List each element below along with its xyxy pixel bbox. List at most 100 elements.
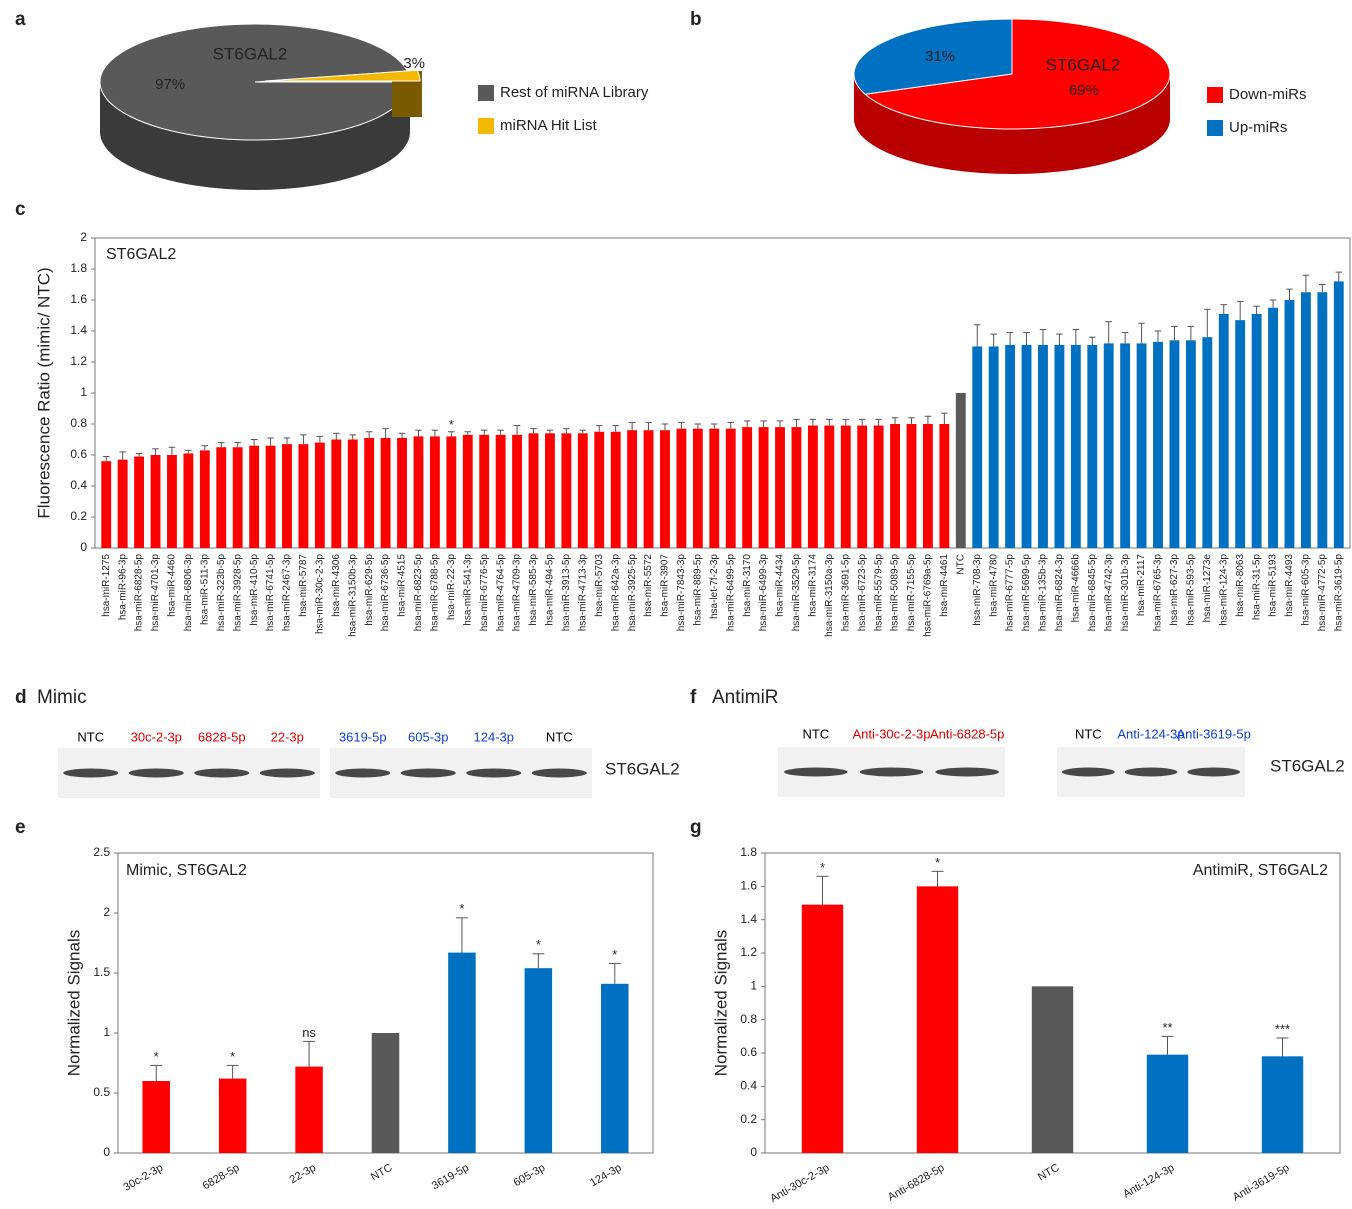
bar xyxy=(298,444,308,548)
bar xyxy=(233,447,243,548)
blot-band xyxy=(466,769,521,778)
x-tick-label: hsa-miR-642a-3p xyxy=(610,554,621,632)
bar xyxy=(956,393,966,548)
x-tick-label: hsa-miR-5089-5p xyxy=(890,554,901,632)
chart-title: AntimiR, ST6GAL2 xyxy=(1193,862,1328,879)
panel-title: Mimic xyxy=(37,687,87,708)
bar xyxy=(726,429,736,548)
bar xyxy=(118,460,128,548)
x-tick-label: hsa-miR-3150a-3p xyxy=(824,554,835,637)
x-tick-label: hsa-miR-541-3p xyxy=(462,554,473,626)
x-tick-label: hsa-miR-3174 xyxy=(808,554,819,617)
x-tick-label: hsa-miR-627-3p xyxy=(1169,554,1180,626)
x-tick-label: hsa-miR-4515 xyxy=(397,554,408,617)
blot-band xyxy=(532,769,587,778)
bar xyxy=(824,426,834,548)
significance-label: * xyxy=(459,901,464,916)
pie-slice xyxy=(100,24,410,140)
y-axis-label: Fluorescence Ratio (mimic/ NTC) xyxy=(34,267,53,518)
x-tick-label: hsa-miR-1273e xyxy=(1202,554,1213,623)
bar xyxy=(219,1079,247,1153)
bar xyxy=(183,453,193,548)
protein-label: ST6GAL2 xyxy=(1270,756,1345,775)
x-tick-label: hsa-miR-5579-5p xyxy=(873,554,884,632)
bar xyxy=(151,455,161,548)
x-tick-label: hsa-miR-4772-5p xyxy=(1317,554,1328,632)
y-tick-label: 0.5 xyxy=(93,1085,110,1099)
bar xyxy=(295,1067,323,1153)
x-tick-label: hsa-miR-323b-5p xyxy=(216,554,227,632)
bar xyxy=(1104,343,1114,548)
significance-label: * xyxy=(935,855,940,870)
bar xyxy=(525,968,553,1153)
y-tick-label: 0.2 xyxy=(70,509,87,523)
bar xyxy=(972,347,982,549)
bar xyxy=(1202,337,1212,548)
bar xyxy=(676,429,686,548)
bar xyxy=(1137,343,1147,548)
x-tick-label: NTC xyxy=(369,1162,395,1184)
bar xyxy=(381,438,391,548)
x-tick-label: hsa-miR-3907 xyxy=(660,554,671,617)
y-tick-label: 1 xyxy=(80,385,87,399)
bar xyxy=(709,429,719,548)
bar xyxy=(561,433,571,548)
bar xyxy=(907,424,917,548)
bar xyxy=(939,424,949,548)
pie-value-label: 31% xyxy=(925,48,955,65)
legend-swatch xyxy=(1207,87,1223,103)
bar xyxy=(1262,1056,1303,1153)
bar xyxy=(282,444,292,548)
y-tick-label: 1.5 xyxy=(93,965,110,979)
bar xyxy=(1005,345,1015,548)
y-tick-label: 0 xyxy=(750,1145,757,1159)
pie-value-label: 3% xyxy=(403,55,425,72)
x-tick-label: hsa-miR-6824-3p xyxy=(1054,554,1065,632)
panel-letter: e xyxy=(15,817,26,838)
significance-label: * xyxy=(820,860,825,875)
bar xyxy=(479,435,489,548)
bar xyxy=(1120,343,1130,548)
blot-band xyxy=(194,769,249,778)
y-axis-label: Normalized Signals xyxy=(64,930,83,1076)
lane-label: 30c-2-3p xyxy=(131,729,182,744)
bar xyxy=(627,430,637,548)
bar xyxy=(594,432,604,548)
y-tick-label: 1 xyxy=(750,979,757,993)
x-tick-label: 124-3p xyxy=(588,1162,624,1190)
x-tick-label: hsa-miR-6806-3p xyxy=(183,554,194,632)
panel-letter: a xyxy=(15,9,26,30)
bar xyxy=(802,905,843,1153)
x-tick-label: hsa-miR-4764-5p xyxy=(495,554,506,632)
lane-label: 3619-5p xyxy=(339,729,387,744)
bar xyxy=(1022,345,1032,548)
bar xyxy=(874,426,884,548)
x-tick-label: hsa-miR-6765-3p xyxy=(1153,554,1164,632)
x-tick-label: hsa-miR-301b-3p xyxy=(1120,554,1131,632)
bar xyxy=(101,461,111,548)
x-tick-label: hsa-miR-4701-3p xyxy=(150,554,161,632)
x-tick-label: hsa-miR-629-5p xyxy=(364,554,375,626)
x-tick-label: hsa-miR-30c-2-3p xyxy=(315,554,326,634)
bar xyxy=(348,440,358,549)
x-tick-label: hsa-miR-593-5p xyxy=(1186,554,1197,626)
y-tick-label: 0.6 xyxy=(740,1045,757,1059)
bar xyxy=(792,427,802,548)
bar xyxy=(364,438,374,548)
x-tick-label: hsa-miR-4780 xyxy=(988,554,999,617)
blot-band xyxy=(935,768,999,777)
y-tick-label: 1 xyxy=(103,1025,110,1039)
y-tick-label: 0 xyxy=(80,540,87,554)
significance-label: *** xyxy=(1275,1021,1290,1036)
significance-label: * xyxy=(154,1049,159,1064)
significance-label: ** xyxy=(1162,1020,1172,1035)
legend-swatch xyxy=(1207,120,1223,136)
legend-label: miRNA Hit List xyxy=(500,117,598,134)
blot-band xyxy=(784,768,848,777)
x-tick-label: hsa-miR-135b-3p xyxy=(1038,554,1049,632)
y-tick-label: 1.6 xyxy=(740,879,757,893)
x-tick-label: hsa-miR-6741-5p xyxy=(265,554,276,632)
pie-title: ST6GAL2 xyxy=(213,44,288,63)
x-tick-label: hsa-miR-605-3p xyxy=(1301,554,1312,626)
bar xyxy=(430,436,440,548)
